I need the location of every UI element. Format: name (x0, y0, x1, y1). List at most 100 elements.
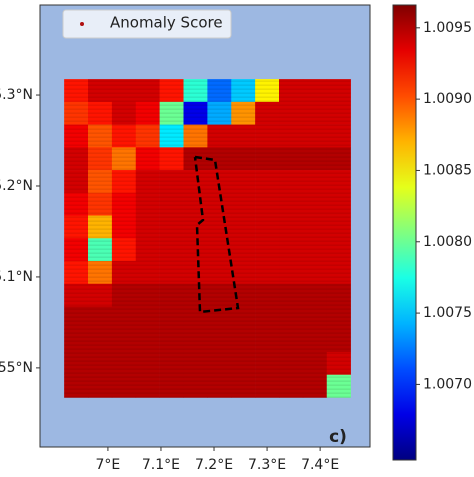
grid-cell (111, 261, 137, 285)
grid-cell (183, 261, 208, 285)
grid-cell (279, 170, 304, 194)
grid-cell (279, 329, 304, 353)
grid-cell (326, 306, 351, 330)
grid-cell (302, 124, 328, 148)
grid-cell (255, 124, 280, 148)
grid-cell (231, 79, 256, 103)
grid-cell (279, 215, 304, 239)
grid-cell (231, 147, 256, 171)
plot-frame (39, 4, 371, 448)
grid-cell (326, 215, 351, 239)
grid-cell (326, 283, 351, 307)
grid-cell (231, 101, 256, 125)
grid-cell (88, 192, 113, 216)
grid-cell (88, 79, 113, 103)
grid-cell (135, 124, 160, 148)
grid-cell (255, 306, 280, 330)
grid-cell (111, 192, 137, 216)
grid-cell (326, 261, 351, 285)
grid-cell (255, 329, 280, 353)
grid-cell (207, 374, 232, 398)
grid-cell (302, 351, 328, 375)
grid-cell (302, 374, 328, 398)
grid-cell (207, 147, 232, 171)
colorbar-tick-label: 1.0080 (423, 234, 472, 250)
grid-cell (279, 374, 304, 398)
grid-cell (231, 261, 256, 285)
grid-cell (111, 306, 137, 330)
grid-cell (111, 79, 137, 103)
colorbar-tick-label: 1.0070 (423, 376, 472, 392)
y-tick-label: 55.1°N (0, 269, 33, 285)
grid-cell (135, 101, 160, 125)
grid-cell (255, 351, 280, 375)
grid-cell (255, 261, 280, 285)
grid-cell (111, 283, 137, 307)
grid-cell (111, 215, 137, 239)
grid-cell (135, 329, 160, 353)
grid-cell (88, 238, 113, 262)
grid-cell (279, 283, 304, 307)
grid-cell (135, 238, 160, 262)
grid-cell (207, 170, 232, 194)
x-tick-label: 7.2°E (195, 457, 233, 473)
grid-cell (64, 170, 89, 194)
grid-cell (135, 306, 160, 330)
region-outline (193, 155, 240, 314)
x-tick-label: 7.1°E (142, 457, 180, 473)
grid-cell (302, 79, 328, 103)
grid-cell (111, 124, 137, 148)
grid-cell (207, 101, 232, 125)
grid-cell (159, 329, 184, 353)
legend (62, 9, 232, 39)
grid-cell (183, 329, 208, 353)
grid-cell (231, 215, 256, 239)
grid-cell (255, 215, 280, 239)
grid-cell (159, 215, 184, 239)
grid-cell (207, 124, 232, 148)
grid-cell (302, 147, 328, 171)
grid-cell (135, 79, 160, 103)
grid-cell (159, 192, 184, 216)
grid-cell (88, 170, 113, 194)
grid-cell (231, 283, 256, 307)
legend-label: Anomaly Score (110, 14, 223, 32)
grid-cell (159, 306, 184, 330)
colorbar-tick-label: 1.0085 (423, 162, 472, 178)
grid-cell (64, 329, 89, 353)
grid-cell (135, 374, 160, 398)
grid-cell (302, 283, 328, 307)
x-tick-label: 7.4°E (301, 457, 339, 473)
grid-cell (207, 79, 232, 103)
grid-cell (159, 374, 184, 398)
grid-cell (326, 192, 351, 216)
grid-cell (135, 192, 160, 216)
grid-cell (231, 238, 256, 262)
grid-cell (111, 351, 137, 375)
grid-cell (231, 170, 256, 194)
grid-cell (231, 124, 256, 148)
grid-cell (135, 351, 160, 375)
grid-cell (279, 101, 304, 125)
grid-cell (88, 261, 113, 285)
grid-cell (231, 329, 256, 353)
grid-cell (135, 147, 160, 171)
grid-cell (183, 238, 208, 262)
grid-cell (326, 170, 351, 194)
grid-cell (64, 124, 89, 148)
grid-cell (279, 261, 304, 285)
grid-cell (159, 147, 184, 171)
colorbar-tick-label: 1.0090 (423, 91, 472, 107)
grid-cell (326, 79, 351, 103)
grid-cell (135, 170, 160, 194)
grid-cell (183, 79, 208, 103)
grid-cell (159, 261, 184, 285)
grid-cell (255, 192, 280, 216)
grid-cell (88, 124, 113, 148)
grid-cell (302, 101, 328, 125)
grid-cell (255, 374, 280, 398)
grid-cell (88, 215, 113, 239)
y-tick-label: 55°N (0, 360, 33, 376)
grid-cell (255, 283, 280, 307)
